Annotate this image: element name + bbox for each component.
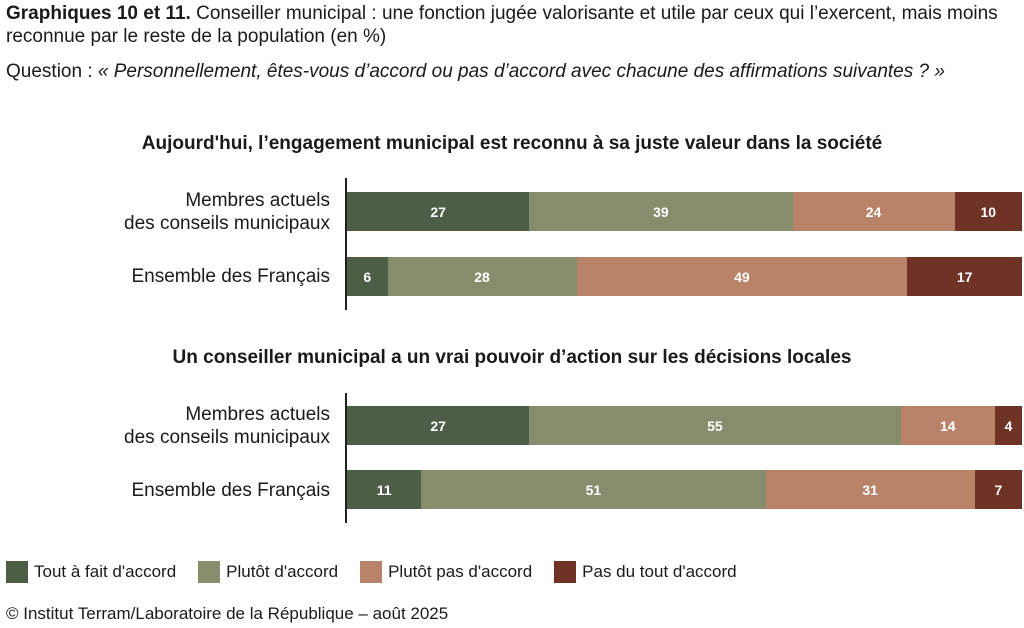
legend-item: Pas du tout d'accord [554, 561, 737, 583]
legend-item: Tout à fait d'accord [6, 561, 176, 583]
category-label: Ensemble des Français [131, 266, 330, 287]
bar-segment-plutot-pas: 49 [576, 257, 908, 296]
chart-title-1: Aujourd'hui, l’engagement municipal est … [141, 133, 883, 154]
bar-segment-tout-a-fait: 27 [347, 192, 530, 231]
legend-label: Pas du tout d'accord [582, 562, 737, 581]
category-label: Membres actuels des conseils municipaux [124, 404, 330, 448]
stacked-bar: 27 55 14 4 [347, 406, 1022, 445]
bar-segment-plutot-pas: 24 [792, 192, 955, 231]
legend-swatch [360, 561, 383, 583]
figure-title-rest: Conseiller municipal : une fonction jugé… [6, 3, 998, 47]
legend-item: Plutôt pas d'accord [360, 561, 532, 583]
legend-label: Plutôt d'accord [226, 562, 339, 581]
legend-item: Plutôt d'accord [198, 561, 338, 583]
question-prefix: Question : [6, 61, 98, 82]
chart-header: Graphiques 10 et 11. Conseiller municipa… [6, 2, 1016, 83]
legend-label: Tout à fait d'accord [34, 562, 177, 581]
bar-segment-plutot: 28 [387, 257, 577, 296]
legend-swatch [554, 561, 577, 583]
chart-title-2: Un conseiller municipal a un vrai pouvoi… [172, 347, 852, 368]
stacked-bar: 11 51 31 7 [347, 470, 1022, 509]
bar-segment-tout-a-fait: 27 [347, 406, 530, 445]
bar-segment-tout-a-fait: 11 [347, 470, 422, 509]
bar-segment-plutot-pas: 14 [900, 406, 995, 445]
bar-segment-pas-du-tout: 10 [954, 192, 1022, 231]
figure-title-bold: Graphiques 10 et 11. [6, 3, 191, 24]
question-text: « Personnellement, êtes-vous d’accord ou… [97, 61, 945, 82]
question: Question : « Personnellement, êtes-vous … [6, 60, 1016, 83]
source-note: © Institut Terram/Laboratoire de la Répu… [6, 604, 449, 623]
bar-segment-plutot-pas: 31 [765, 470, 975, 509]
category-label: Ensemble des Français [131, 480, 330, 501]
stacked-bar: 27 39 24 10 [347, 192, 1022, 231]
stacked-bar: 6 28 49 17 [347, 257, 1022, 296]
bar-segment-plutot: 39 [529, 192, 793, 231]
y-axis-line [345, 178, 347, 310]
bar-segment-pas-du-tout: 7 [974, 470, 1022, 509]
legend-swatch [6, 561, 28, 583]
legend-label: Plutôt pas d'accord [388, 562, 533, 581]
figure-title: Graphiques 10 et 11. Conseiller municipa… [6, 2, 1016, 48]
bar-segment-pas-du-tout: 17 [907, 257, 1022, 296]
bar-segment-tout-a-fait: 6 [347, 257, 388, 296]
bar-segment-plutot: 55 [529, 406, 901, 445]
y-axis-line [345, 393, 347, 523]
bar-segment-plutot: 51 [421, 470, 766, 509]
category-label: Membres actuels des conseils municipaux [124, 190, 330, 234]
legend: Tout à fait d'accord Plutôt d'accord Plutô… [6, 561, 759, 583]
bar-segment-pas-du-tout: 4 [995, 406, 1022, 445]
legend-swatch [198, 561, 221, 583]
